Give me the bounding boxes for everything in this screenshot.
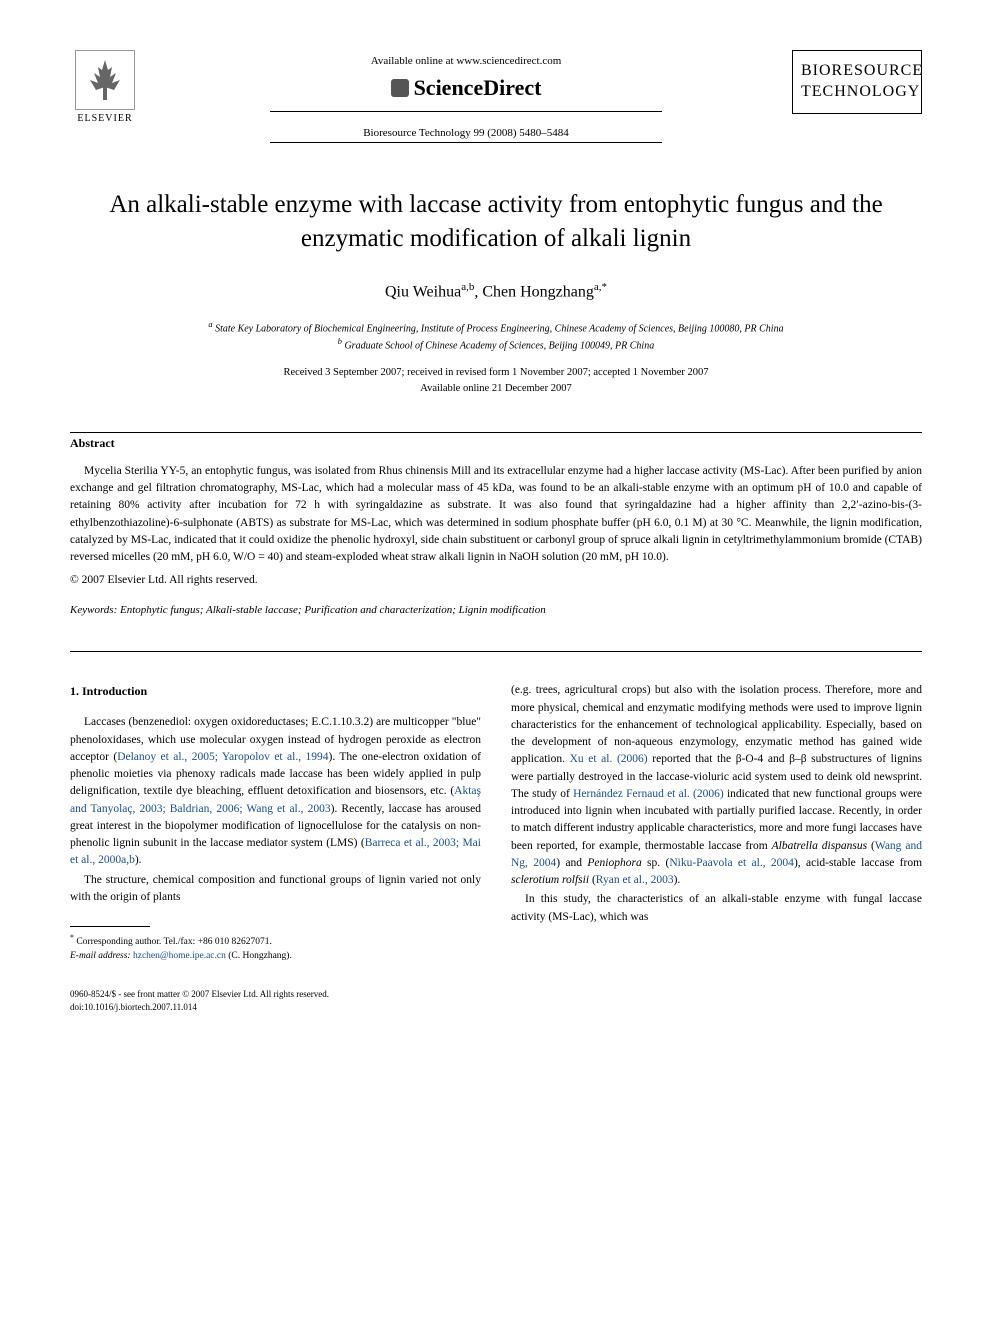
sciencedirect-icon [391,79,409,97]
email-link[interactable]: hzchen@home.ipe.ac.cn [133,951,226,961]
author-1: Qiu Weihua [385,283,461,300]
abstract-copyright: © 2007 Elsevier Ltd. All rights reserved… [70,574,922,586]
author-1-affil: a,b [461,281,474,293]
affiliation-b: b Graduate School of Chinese Academy of … [70,336,922,353]
center-header: Available online at www.sciencedirect.co… [140,50,792,143]
intro-heading: 1. Introduction [70,682,481,700]
journal-logo-line2: TECHNOLOGY [801,82,913,103]
corresponding-footnote: * Corresponding author. Tel./fax: +86 01… [70,932,481,963]
keywords: Keywords: Entophytic fungus; Alkali-stab… [70,604,922,616]
footer-doi: doi:10.1016/j.biortech.2007.11.014 [70,1001,922,1014]
elsevier-tree-icon [75,50,135,110]
journal-logo-line1: BIORESOURCE [801,61,913,82]
abstract-heading: Abstract [70,436,922,451]
authors: Qiu Weihuaa,b, Chen Hongzhanga,* [70,281,922,301]
citation-link[interactable]: Niku-Paavola et al., 2004 [669,857,794,869]
intro-p4: In this study, the characteristics of an… [511,891,922,926]
sciencedirect-text: ScienceDirect [414,75,542,101]
author-sep: , Chen Hongzhang [474,283,594,300]
affiliations: a State Key Laboratory of Biochemical En… [70,319,922,354]
keywords-label: Keywords: [70,604,117,616]
intro-p1: Laccases (benzenediol: oxygen oxidoreduc… [70,714,481,869]
article-dates: Received 3 September 2007; received in r… [70,365,922,397]
keywords-text: Entophytic fungus; Alkali-stable laccase… [117,604,545,616]
elsevier-logo: ELSEVIER [70,50,140,130]
available-date: Available online 21 December 2007 [70,381,922,397]
received-date: Received 3 September 2007; received in r… [70,365,922,381]
page-footer: 0960-8524/$ - see front matter © 2007 El… [70,988,922,1013]
affiliation-a: a State Key Laboratory of Biochemical En… [70,319,922,336]
footer-issn: 0960-8524/$ - see front matter © 2007 El… [70,988,922,1001]
intro-p3: (e.g. trees, agricultural crops) but als… [511,682,922,889]
body-columns: 1. Introduction Laccases (benzenediol: o… [70,682,922,963]
intro-p2: The structure, chemical composition and … [70,872,481,907]
available-online-text: Available online at www.sciencedirect.co… [140,55,792,67]
abstract-text: Mycelia Sterilia YY-5, an entophytic fun… [70,463,922,567]
journal-logo: BIORESOURCE TECHNOLOGY [792,50,922,114]
citation-link[interactable]: Hernández Fernaud et al. (2006) [573,788,724,800]
right-column: (e.g. trees, agricultural crops) but als… [511,682,922,963]
page-header: ELSEVIER Available online at www.science… [70,50,922,143]
left-column: 1. Introduction Laccases (benzenediol: o… [70,682,481,963]
citation-link[interactable]: Ryan et al., 2003 [596,874,674,886]
citation-link[interactable]: Delanoy et al., 2005; Yaropolov et al., … [117,751,328,763]
article-title: An alkali-stable enzyme with laccase act… [90,188,902,256]
elsevier-label: ELSEVIER [77,113,132,124]
journal-reference: Bioresource Technology 99 (2008) 5480–54… [140,127,792,139]
citation-link[interactable]: Xu et al. (2006) [570,753,648,765]
sciencedirect-logo: ScienceDirect [140,75,792,101]
author-2-affil: a,* [594,281,607,293]
